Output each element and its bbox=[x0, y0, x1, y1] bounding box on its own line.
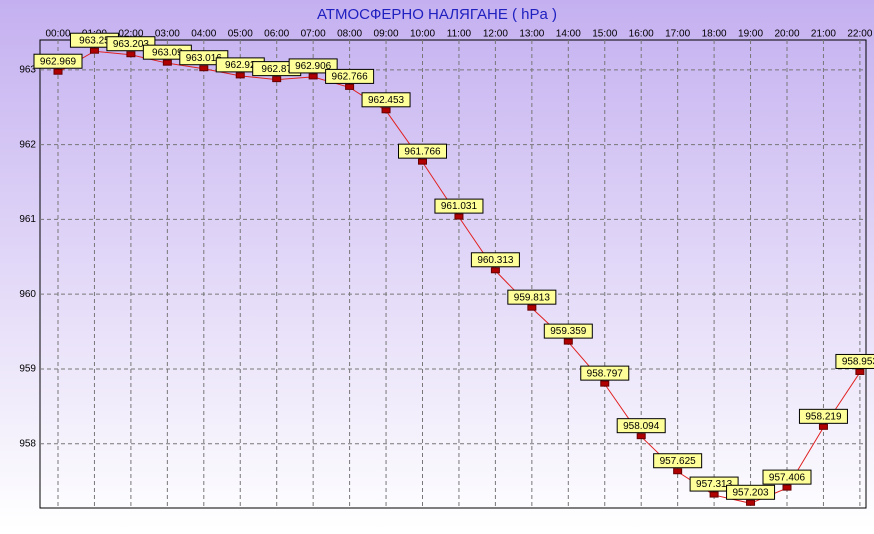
data-label: 957.203 bbox=[732, 487, 769, 498]
x-tick-label: 16:00 bbox=[629, 29, 654, 40]
x-tick-label: 12:00 bbox=[483, 29, 508, 40]
point bbox=[855, 368, 865, 375]
point bbox=[636, 433, 646, 440]
data-label: 962.766 bbox=[332, 72, 369, 83]
x-tick-label: 06:00 bbox=[264, 29, 289, 40]
label-box bbox=[798, 408, 848, 424]
label-box bbox=[835, 353, 874, 369]
y-tick-label: 959 bbox=[19, 364, 36, 375]
point bbox=[272, 76, 282, 83]
label-box bbox=[470, 252, 520, 268]
point bbox=[418, 158, 427, 165]
label-box bbox=[616, 418, 666, 434]
point bbox=[162, 59, 172, 66]
data-label: 963.203 bbox=[113, 39, 150, 50]
label-box bbox=[434, 198, 484, 214]
data-label: 963.09 bbox=[152, 47, 183, 58]
point bbox=[126, 51, 136, 58]
x-tick-label: 13:00 bbox=[519, 29, 544, 40]
label-box bbox=[580, 365, 630, 381]
point bbox=[454, 213, 464, 220]
data-label: 958.219 bbox=[805, 411, 842, 422]
data-label: 962.87 bbox=[261, 64, 292, 75]
x-tick-label: 04:00 bbox=[191, 29, 216, 40]
y-tick-label: 962 bbox=[19, 139, 36, 150]
x-tick-label: 02:00 bbox=[118, 29, 143, 40]
point bbox=[600, 380, 610, 387]
point bbox=[490, 267, 500, 274]
y-tick-label: 961 bbox=[19, 214, 36, 225]
label-box bbox=[398, 143, 447, 159]
plot-frame bbox=[39, 39, 867, 509]
data-label: 962.92 bbox=[225, 60, 256, 71]
point bbox=[563, 338, 573, 345]
x-tick-label: 20:00 bbox=[774, 29, 799, 40]
label-box bbox=[33, 53, 83, 69]
x-tick-label: 03:00 bbox=[155, 29, 180, 40]
data-label: 958.094 bbox=[623, 421, 660, 432]
y-tick-label: 960 bbox=[19, 289, 36, 300]
label-box bbox=[325, 68, 375, 84]
point bbox=[199, 65, 209, 72]
x-tick-label: 11:00 bbox=[447, 29, 472, 40]
x-tick-label: 14:00 bbox=[556, 29, 581, 40]
data-label: 959.813 bbox=[514, 292, 551, 303]
point bbox=[527, 304, 537, 311]
data-label: 957.313 bbox=[696, 479, 733, 490]
label-box bbox=[543, 323, 593, 339]
x-tick-label: 09:00 bbox=[374, 29, 399, 40]
point bbox=[746, 499, 756, 506]
data-label: 957.406 bbox=[769, 472, 806, 483]
x-tick-label: 00:00 bbox=[45, 29, 70, 40]
point bbox=[345, 83, 355, 90]
label-box bbox=[762, 469, 812, 485]
label-box bbox=[507, 289, 557, 305]
label-box bbox=[726, 484, 776, 500]
point bbox=[818, 423, 828, 430]
point bbox=[235, 72, 245, 79]
x-tick-label: 07:00 bbox=[301, 29, 326, 40]
data-label: 963.016 bbox=[186, 53, 223, 64]
point bbox=[381, 107, 391, 114]
x-tick-label: 21:00 bbox=[811, 29, 836, 40]
data-label: 961.766 bbox=[404, 146, 441, 157]
point bbox=[89, 47, 99, 54]
point bbox=[53, 68, 63, 75]
data-label: 958.797 bbox=[587, 368, 624, 379]
point bbox=[709, 491, 719, 498]
data-label: 961.031 bbox=[441, 201, 478, 212]
label-box bbox=[653, 453, 703, 469]
x-tick-label: 10:00 bbox=[410, 29, 435, 40]
data-label: 962.906 bbox=[295, 61, 332, 72]
data-label: 963.25 bbox=[79, 35, 110, 46]
x-tick-label: 05:00 bbox=[228, 29, 253, 40]
data-label: 957.625 bbox=[660, 456, 697, 467]
data-label: 962.969 bbox=[40, 56, 77, 67]
y-tick-label: 958 bbox=[19, 438, 36, 449]
x-tick-label: 19:00 bbox=[738, 29, 763, 40]
data-label: 962.453 bbox=[368, 95, 405, 106]
x-tick-label: 08:00 bbox=[337, 29, 362, 40]
data-label: 958.953 bbox=[842, 357, 874, 368]
point bbox=[782, 484, 792, 491]
data-label: 960.313 bbox=[477, 255, 514, 266]
data-label: 959.359 bbox=[550, 326, 587, 337]
point bbox=[308, 73, 318, 80]
label-box bbox=[361, 92, 411, 108]
y-tick-label: 963 bbox=[19, 65, 36, 76]
x-tick-label: 18:00 bbox=[702, 29, 727, 40]
chart-title: АТМОСФЕРНО НАЛЯГАНЕ ( hPa ) bbox=[317, 6, 557, 23]
x-tick-label: 15:00 bbox=[592, 29, 617, 40]
point bbox=[673, 468, 683, 475]
x-tick-label: 22:00 bbox=[847, 29, 872, 40]
x-tick-label: 17:00 bbox=[665, 29, 690, 40]
